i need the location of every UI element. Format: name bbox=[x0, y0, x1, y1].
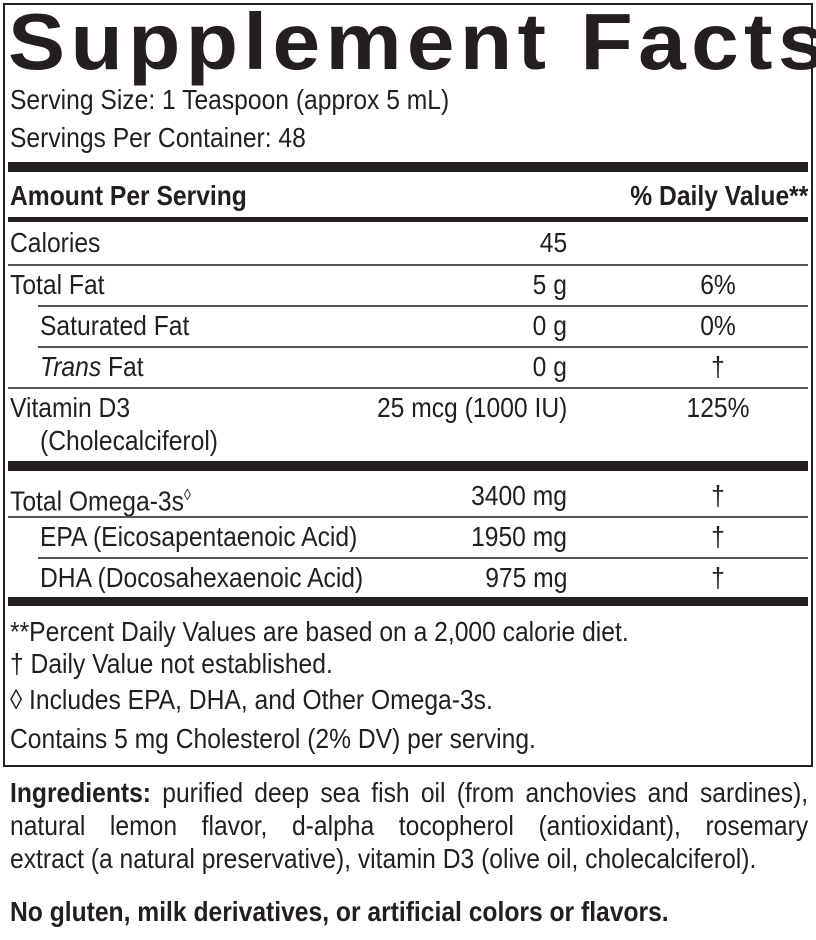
panel-title: Supplement Facts bbox=[8, 0, 816, 86]
row-trans-fat-name: Trans Fat bbox=[40, 351, 144, 383]
divider-medium bbox=[8, 217, 808, 222]
divider bbox=[38, 557, 808, 559]
serving-size: Serving Size: 1 Teaspoon (approx 5 mL) bbox=[10, 84, 450, 115]
footnote-dagger: † Daily Value not established. bbox=[10, 648, 333, 679]
footnote-daily-values: **Percent Daily Values are based on a 2,… bbox=[10, 616, 629, 647]
row-vitamin-d3-name: Vitamin D3 bbox=[10, 392, 131, 423]
row-calories-name: Calories bbox=[10, 227, 101, 258]
divider bbox=[38, 305, 808, 307]
divider bbox=[38, 346, 808, 348]
row-saturated-fat-amount: 0 g bbox=[532, 310, 567, 341]
row-dha-amount: 975 mg bbox=[484, 562, 567, 593]
ingredients-line: natural lemon flavor, d-alpha tocopherol… bbox=[10, 810, 809, 841]
row-vitamin-d3-subname: (Cholecalciferol) bbox=[40, 425, 219, 456]
row-vitamin-d3-dv: 125% bbox=[686, 392, 750, 423]
footnote-diamond: ◊ Includes EPA, DHA, and Other Omega-3s. bbox=[10, 684, 493, 715]
row-trans-fat-amount: 0 g bbox=[532, 351, 567, 382]
diamond-footnote-mark: ◊ bbox=[183, 487, 191, 504]
row-omega3-name: Total Omega-3s◊ bbox=[10, 480, 191, 517]
daily-value-header: % Daily Value** bbox=[629, 180, 808, 211]
row-saturated-fat-dv: 0% bbox=[700, 310, 736, 341]
row-epa-amount: 1950 mg bbox=[471, 521, 567, 552]
omega3-label: Total Omega-3s bbox=[10, 485, 184, 517]
footnote-cholesterol: Contains 5 mg Cholesterol (2% DV) per se… bbox=[10, 723, 536, 754]
servings-per-container: Servings Per Container: 48 bbox=[10, 122, 306, 153]
divider-thick bbox=[8, 597, 808, 606]
allergen-statement: No gluten, milk derivatives, or artifici… bbox=[10, 896, 669, 927]
row-total-fat-dv: 6% bbox=[700, 269, 736, 300]
trans-italic: Trans bbox=[40, 351, 102, 382]
amount-per-serving-header: Amount Per Serving bbox=[10, 180, 247, 211]
row-epa-dv: † bbox=[711, 521, 725, 552]
ingredients-line: Ingredients: purified deep sea fish oil … bbox=[10, 776, 808, 809]
row-total-fat-amount: 5 g bbox=[532, 269, 567, 300]
fat-label: Fat bbox=[101, 351, 144, 382]
row-dha-name: DHA (Docosahexaenoic Acid) bbox=[40, 562, 364, 593]
row-total-fat-name: Total Fat bbox=[10, 269, 105, 300]
row-dha-dv: † bbox=[711, 562, 725, 593]
divider-thick bbox=[8, 162, 808, 172]
row-omega3-dv: † bbox=[711, 480, 725, 511]
supplement-facts-panel bbox=[3, 3, 813, 767]
divider bbox=[8, 516, 808, 518]
ingredients: Ingredients: purified deep sea fish oil … bbox=[10, 776, 808, 875]
row-omega3-amount: 3400 mg bbox=[471, 480, 567, 511]
row-epa-name: EPA (Eicosapentaenoic Acid) bbox=[40, 521, 358, 552]
row-vitamin-d3-amount: 25 mcg (1000 IU) bbox=[376, 392, 567, 423]
row-saturated-fat-name: Saturated Fat bbox=[40, 310, 190, 341]
row-calories-amount: 45 bbox=[539, 227, 567, 258]
ingredients-label: Ingredients: bbox=[10, 777, 152, 808]
divider bbox=[8, 264, 808, 266]
row-trans-fat-dv: † bbox=[711, 351, 725, 382]
ingredients-line: extract (a natural preservative), vitami… bbox=[10, 843, 757, 874]
divider-thick bbox=[8, 461, 808, 471]
divider bbox=[8, 387, 808, 389]
ingredients-text: purified deep sea fish oil (from anchovi… bbox=[151, 777, 809, 808]
